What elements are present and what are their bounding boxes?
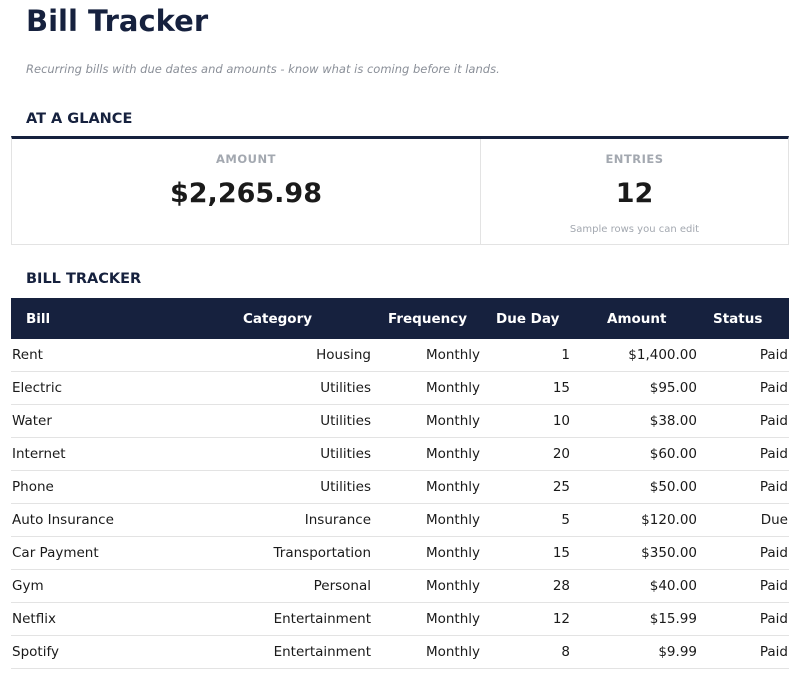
table-cell: $9.99	[574, 635, 701, 669]
table-cell: Due	[701, 503, 789, 537]
section-heading: BILL TRACKER	[26, 271, 142, 287]
table-cell: Utilities	[229, 437, 375, 471]
table-cell: Utilities	[229, 470, 375, 504]
table-cell: Personal	[229, 569, 375, 603]
table-cell: 15	[484, 371, 574, 405]
table-cell: Paid	[701, 339, 789, 372]
table-cell: Entertainment	[229, 635, 375, 669]
section-heading: AT A GLANCE	[26, 111, 133, 127]
table-cell: Water	[11, 404, 229, 438]
table-row: Spotify Entertainment Monthly 8 $9.99 Paid	[11, 635, 789, 669]
table-cell: Monthly	[375, 569, 484, 603]
table-cell: Transportation	[229, 536, 375, 570]
table-cell: $50.00	[574, 470, 701, 504]
table-cell: 15	[484, 536, 574, 570]
table-row: Phone Utilities Monthly 25 $50.00 Paid	[11, 470, 789, 504]
table-cell: Monthly	[375, 536, 484, 570]
table-cell: 12	[484, 602, 574, 636]
table-cell: Paid	[701, 437, 789, 471]
table-cell: Monthly	[375, 339, 484, 372]
table-row: Internet Utilities Monthly 20 $60.00 Paid	[11, 437, 789, 471]
card-note: Sample rows you can edit	[569, 224, 700, 235]
table-cell: Netflix	[11, 602, 229, 636]
table-cell: Entertainment	[229, 602, 375, 636]
table-cell: Paid	[701, 536, 789, 570]
table-cell: Internet	[11, 437, 229, 471]
table-row: Electric Utilities Monthly 15 $95.00 Paid	[11, 371, 789, 405]
table-cell: Paid	[701, 602, 789, 636]
table-cell: Utilities	[229, 371, 375, 405]
table-cell: Paid	[701, 569, 789, 603]
table-cell: Paid	[701, 635, 789, 669]
table-cell: Monthly	[375, 635, 484, 669]
table-cell: $40.00	[574, 569, 701, 603]
table-cell: $60.00	[574, 437, 701, 471]
table-row: Netflix Entertainment Monthly 12 $15.99 Paid	[11, 602, 789, 636]
table-cell: Electric	[11, 371, 229, 405]
table-cell: Gym	[11, 569, 229, 603]
table-cell: $1,400.00	[574, 339, 701, 372]
table-cell: Monthly	[375, 404, 484, 438]
table-cell: Phone	[11, 470, 229, 504]
table-cell: $95.00	[574, 371, 701, 405]
column-header: Bill	[11, 298, 229, 339]
table-cell: Housing	[229, 339, 375, 372]
table-row: Water Utilities Monthly 10 $38.00 Paid	[11, 404, 789, 438]
column-header: Frequency	[375, 298, 484, 339]
column-header: Due Day	[484, 298, 574, 339]
table-cell: Car Payment	[11, 536, 229, 570]
summary-cards: AMOUNT $2,265.98 ENTRIES 12 Sample rows …	[11, 136, 789, 245]
table-cell: Monthly	[375, 437, 484, 471]
table-row: Auto Insurance Insurance Monthly 5 $120.00 Du…	[11, 503, 789, 537]
column-header: Category	[229, 298, 375, 339]
table-cell: 20	[484, 437, 574, 471]
table-row: Rent Housing Monthly 1 $1,400.00 Paid	[11, 339, 789, 372]
column-header: Status	[701, 298, 789, 339]
table-cell: 10	[484, 404, 574, 438]
table-cell: Monthly	[375, 371, 484, 405]
header-row: Bill Category Frequency Due Day Amount Status	[11, 298, 789, 339]
page-title: Bill Tracker	[26, 4, 209, 38]
table-cell: $15.99	[574, 602, 701, 636]
card-value: 12	[615, 178, 654, 209]
table-cell: 1	[484, 339, 574, 372]
table-cell: 25	[484, 470, 574, 504]
table-cell: $350.00	[574, 536, 701, 570]
table-cell: Rent	[11, 339, 229, 372]
card-label: ENTRIES	[605, 152, 664, 166]
table-row: Car Payment Transportation Monthly 15 $350.0…	[11, 536, 789, 570]
table-cell: Paid	[701, 371, 789, 405]
table-body: Rent Housing Monthly 1 $1,400.00 Paid Electric…	[11, 339, 789, 669]
subtitle: Recurring bills with due dates and amoun…	[26, 62, 500, 76]
card-value: $2,265.98	[169, 178, 323, 209]
table-cell: Paid	[701, 404, 789, 438]
table-cell: Monthly	[375, 602, 484, 636]
table-cell: Utilities	[229, 404, 375, 438]
table-cell: 28	[484, 569, 574, 603]
summary-card: ENTRIES 12 Sample rows you can edit	[480, 139, 788, 244]
table-cell: Insurance	[229, 503, 375, 537]
table-cell: Paid	[701, 470, 789, 504]
card-label: AMOUNT	[216, 152, 276, 166]
table-cell: 5	[484, 503, 574, 537]
table-cell: Monthly	[375, 470, 484, 504]
table-cell: Monthly	[375, 503, 484, 537]
table-cell: $38.00	[574, 404, 701, 438]
table-cell: Auto Insurance	[11, 503, 229, 537]
table-cell: $120.00	[574, 503, 701, 537]
table-cell: 8	[484, 635, 574, 669]
bill-table: Bill Category Frequency Due Day Amount Status…	[11, 298, 789, 669]
table-cell: Spotify	[11, 635, 229, 669]
summary-card: AMOUNT $2,265.98	[12, 139, 480, 244]
table-row: Gym Personal Monthly 28 $40.00 Paid	[11, 569, 789, 603]
column-header: Amount	[574, 298, 701, 339]
